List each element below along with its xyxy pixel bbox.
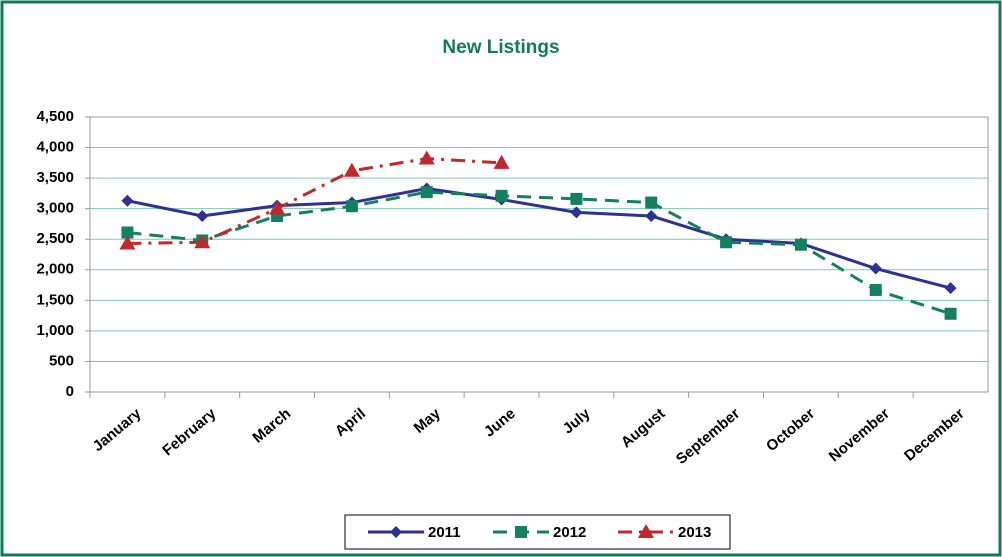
y-tick-label: 0 (66, 383, 74, 400)
legend-marker (390, 526, 402, 538)
marker (944, 282, 957, 295)
series-line (127, 157, 502, 245)
y-tick-label: 2,000 (36, 261, 74, 278)
marker (794, 238, 807, 251)
series-line (127, 190, 952, 316)
y-tick-label: 1,500 (36, 291, 74, 308)
y-tick-label: 4,000 (36, 139, 74, 156)
marker (869, 262, 882, 275)
marker (495, 189, 508, 202)
chart-title: New Listings (442, 37, 559, 58)
y-tick-label: 4,500 (36, 108, 74, 125)
marker (345, 200, 358, 213)
marker (343, 162, 360, 177)
series-line (127, 186, 951, 290)
marker (119, 235, 136, 250)
marker (418, 150, 435, 165)
marker (869, 283, 882, 296)
marker (493, 154, 510, 169)
legend-marker (515, 526, 527, 538)
marker (420, 186, 433, 199)
legend-label: 2012 (553, 524, 586, 541)
y-tick-label: 500 (49, 352, 74, 369)
marker (570, 206, 583, 219)
y-tick-label: 2,500 (36, 230, 74, 247)
y-tick-label: 3,000 (36, 200, 74, 217)
y-tick-label: 3,500 (36, 169, 74, 186)
marker (645, 210, 658, 222)
marker (194, 234, 211, 249)
marker (645, 196, 658, 209)
marker (570, 192, 583, 205)
legend-label: 2013 (678, 524, 711, 541)
marker (121, 226, 134, 239)
y-tick-label: 1,000 (36, 322, 74, 339)
legend-label: 2011 (428, 524, 461, 541)
marker (269, 200, 286, 215)
marker (196, 210, 209, 222)
marker (720, 236, 733, 249)
legend-marker (638, 524, 654, 538)
marker (944, 307, 957, 320)
marker (121, 194, 134, 207)
